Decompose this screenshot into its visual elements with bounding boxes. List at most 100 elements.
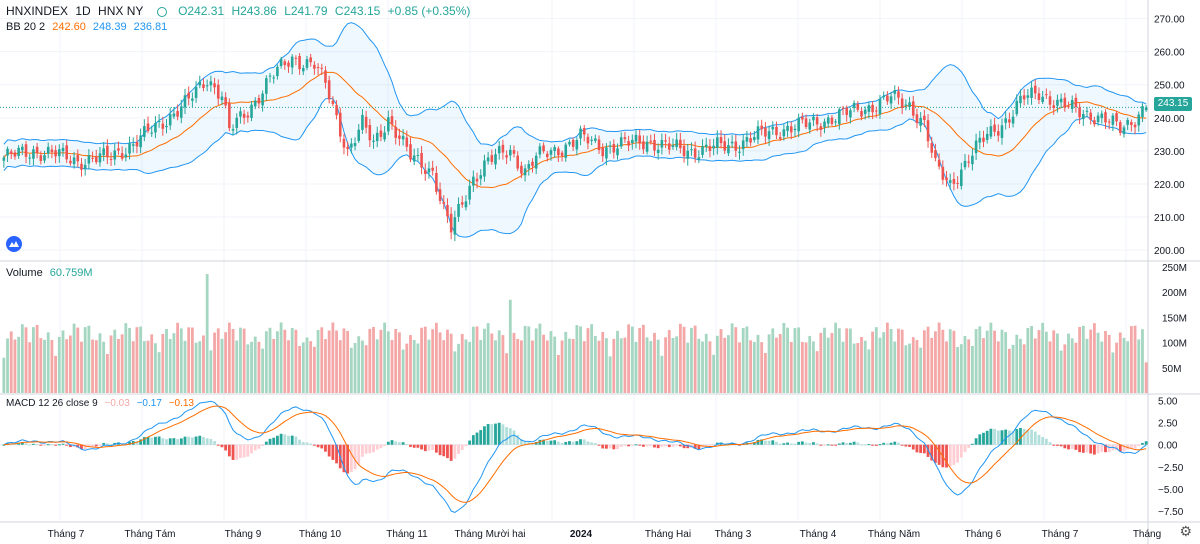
interval[interactable]: 1D xyxy=(75,4,91,18)
macd-histogram-bar xyxy=(945,444,948,468)
macd-histogram-bar xyxy=(276,435,279,445)
price-tick-label: 270.00 xyxy=(1154,15,1185,26)
volume-bar xyxy=(882,332,886,393)
volume-bar xyxy=(778,334,782,393)
candle-body xyxy=(494,154,497,165)
candle-body xyxy=(960,169,963,187)
macd-legend[interactable]: MACD 12 26 close 9 −0.03 −0.17 −0.13 xyxy=(6,397,198,411)
volume-bar xyxy=(800,341,804,393)
macd-histogram-bar xyxy=(956,444,960,463)
volume-bar xyxy=(1063,344,1067,393)
volume-bar xyxy=(690,327,693,393)
candle-body xyxy=(852,102,856,108)
macd-histogram-bar xyxy=(911,444,915,450)
macd-histogram-bar xyxy=(364,444,368,454)
bb-fill xyxy=(3,22,1147,238)
candle-body xyxy=(956,182,959,184)
macd-histogram-bar xyxy=(616,444,619,450)
volume-bar xyxy=(2,357,6,393)
volume-bar xyxy=(386,331,390,393)
volume-legend[interactable]: Volume 60.759M xyxy=(6,266,97,280)
macd-histogram-bar xyxy=(930,444,934,461)
macd-histogram-bar xyxy=(494,423,497,445)
macd-histogram-bar xyxy=(1067,444,1070,450)
macd-histogram-bar xyxy=(464,444,468,447)
macd-histogram-bar xyxy=(549,440,553,445)
candle-body xyxy=(874,110,878,112)
candle-body xyxy=(778,137,782,139)
candle-body xyxy=(453,217,457,235)
volume-bar xyxy=(405,343,409,393)
volume-bar xyxy=(131,341,135,393)
volume-tick-label: 200M xyxy=(1162,288,1187,299)
macd-histogram-bar xyxy=(54,444,58,446)
macd-histogram-bar xyxy=(202,437,205,445)
volume-bar xyxy=(534,328,538,393)
volume-bar xyxy=(13,339,17,393)
macd-histogram-bar xyxy=(324,444,327,452)
macd-histogram-bar xyxy=(1129,444,1133,449)
candle-body xyxy=(516,155,519,169)
candle-body xyxy=(313,64,316,69)
candle-body xyxy=(353,143,357,147)
settings-gear-icon[interactable]: ⚙ xyxy=(1179,523,1192,539)
macd-histogram-bar xyxy=(442,444,446,457)
candle-body xyxy=(39,155,43,162)
candle-body xyxy=(1141,106,1144,118)
volume-bar xyxy=(782,322,786,393)
macd-histogram-bar xyxy=(763,440,767,445)
candle-body xyxy=(327,80,331,100)
macd-histogram-bar xyxy=(915,444,919,453)
macd-histogram-bar xyxy=(619,444,623,447)
volume-bar xyxy=(327,330,331,393)
time-tick-label: Tháng Hai xyxy=(645,529,691,540)
macd-histogram-bar xyxy=(586,441,590,445)
time-tick-label: Tháng Tám xyxy=(125,529,176,540)
macd-histogram-bar xyxy=(305,442,309,445)
candle-body xyxy=(298,55,301,70)
volume-bar xyxy=(963,335,967,393)
candle-body xyxy=(50,149,54,153)
candle-body xyxy=(246,115,250,118)
candle-body xyxy=(631,139,634,144)
volume-bar xyxy=(760,342,764,393)
symbol-name[interactable]: HNXINDEX xyxy=(6,4,69,18)
candle-body xyxy=(520,165,523,174)
macd-histogram-bar xyxy=(501,424,505,445)
candle-body xyxy=(841,107,845,109)
candle-body xyxy=(427,168,431,173)
volume-bar xyxy=(1129,326,1133,393)
macd-histogram-bar xyxy=(257,444,261,449)
macd-histogram-bar xyxy=(793,443,797,445)
volume-bar xyxy=(852,343,856,393)
volume-bar xyxy=(335,330,338,393)
volume-bar xyxy=(837,328,841,393)
macd-histogram-bar xyxy=(146,436,150,445)
candle-body xyxy=(305,59,309,68)
bb-basis: 242.60 xyxy=(52,21,86,33)
macd-histogram-bar xyxy=(849,442,852,445)
macd-histogram-bar xyxy=(268,438,272,445)
macd-histogram-bar xyxy=(830,444,834,446)
volume-bar xyxy=(349,347,353,393)
macd-histogram-bar xyxy=(397,442,401,445)
macd-histogram-bar xyxy=(94,444,98,447)
candle-body xyxy=(423,170,427,174)
candle-body xyxy=(139,135,142,148)
candle-body xyxy=(889,96,893,104)
volume-bar xyxy=(239,327,242,393)
price-tick-label: 260.00 xyxy=(1154,48,1185,59)
macd-histogram-bar xyxy=(823,444,826,446)
macd-histogram-bar xyxy=(682,444,686,449)
macd-histogram-bar xyxy=(253,444,257,451)
candle-body xyxy=(405,137,409,147)
candle-body xyxy=(17,147,20,156)
volume-bar xyxy=(826,337,830,393)
bb-legend[interactable]: BB 20 2 242.60 248.39 236.81 xyxy=(6,20,171,34)
candle-body xyxy=(401,135,405,140)
volume-bar xyxy=(497,330,501,393)
candle-body xyxy=(94,156,98,163)
tradingview-logo-icon[interactable] xyxy=(6,236,22,252)
macd-histogram-bar xyxy=(593,443,597,445)
